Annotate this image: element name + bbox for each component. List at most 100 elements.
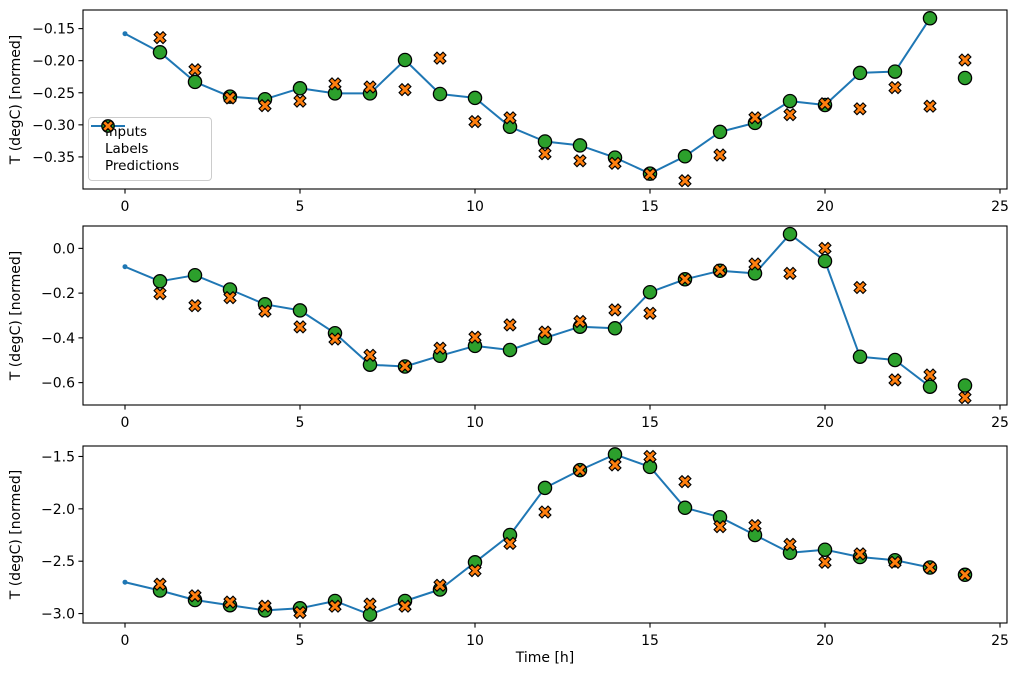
x-marker	[188, 589, 202, 603]
x-marker	[223, 290, 237, 305]
x-marker	[293, 320, 307, 334]
svg-text:15: 15	[641, 199, 659, 215]
predictions-series	[153, 241, 972, 405]
x-marker	[608, 156, 622, 171]
svg-text:0: 0	[121, 633, 130, 649]
x-marker	[888, 80, 902, 95]
svg-text:5: 5	[296, 415, 305, 431]
x-marker	[153, 577, 167, 591]
label-marker	[642, 459, 658, 475]
label-marker	[957, 378, 973, 393]
x-marker	[678, 474, 692, 489]
x-marker	[433, 341, 447, 355]
label-marker	[817, 542, 833, 557]
svg-text:−1.5: −1.5	[41, 449, 75, 465]
label-marker	[362, 607, 378, 622]
x-marker	[783, 107, 797, 122]
x-marker	[398, 359, 412, 374]
x-marker	[853, 547, 867, 561]
x-marker	[643, 306, 657, 321]
x-axis-label: Time [h]	[515, 650, 575, 666]
x-marker	[608, 303, 622, 317]
x-marker	[538, 505, 552, 519]
label-marker	[187, 267, 203, 283]
x-marker	[258, 304, 272, 318]
label-marker	[502, 342, 518, 358]
legend-item-labels: Labels	[97, 119, 203, 157]
x-marker	[923, 99, 937, 113]
svg-text:15: 15	[641, 633, 659, 649]
svg-text:5: 5	[296, 199, 305, 215]
x-marker	[818, 555, 832, 570]
svg-text:15: 15	[641, 415, 659, 431]
svg-text:0: 0	[121, 199, 130, 215]
label-marker	[397, 52, 413, 68]
x-marker	[223, 595, 237, 609]
x-marker	[678, 173, 692, 188]
svg-text:20: 20	[816, 199, 834, 215]
svg-text:5: 5	[296, 633, 305, 649]
x-marker	[713, 519, 727, 534]
label-marker	[537, 480, 553, 496]
label-marker	[852, 65, 868, 81]
x-marker	[888, 373, 902, 387]
label-marker	[187, 74, 203, 90]
svg-text:20: 20	[816, 415, 834, 431]
y-axis-label: T (degC) [normed]	[8, 251, 24, 382]
svg-text:25: 25	[991, 633, 1009, 649]
x-marker	[783, 266, 797, 281]
svg-text:−3.0: −3.0	[41, 607, 75, 623]
svg-text:−0.20: −0.20	[32, 54, 75, 70]
x-marker	[258, 98, 272, 113]
x-marker	[608, 458, 622, 472]
x-marker	[643, 449, 657, 464]
label-marker	[817, 253, 833, 269]
x-marker	[153, 286, 167, 301]
y-axis-label: T (degC) [normed]	[8, 35, 24, 166]
label-marker	[677, 149, 693, 164]
y-axis-label: T (degC) [normed]	[8, 470, 24, 601]
svg-text:10: 10	[466, 199, 484, 215]
x-marker	[503, 318, 517, 332]
x-marker	[748, 111, 762, 125]
x-marker	[853, 280, 867, 295]
svg-text:−0.4: −0.4	[41, 331, 75, 347]
x-marker	[101, 119, 115, 133]
svg-text:−2.0: −2.0	[41, 502, 75, 518]
x-marker	[818, 241, 832, 256]
label-marker	[852, 349, 868, 364]
legend-item-predictions: Predictions	[97, 119, 203, 175]
label-marker	[152, 274, 168, 289]
svg-text:−0.30: −0.30	[32, 118, 75, 134]
subplot-bottom: 0 5 10 15 20 25 −1.5 −2.0 −2.5 −3.0 T (degC) [norm…	[8, 445, 1009, 666]
axes-frame	[82, 9, 1008, 190]
label-marker	[887, 64, 903, 79]
label-marker	[677, 500, 693, 516]
axes-frame	[82, 225, 1008, 406]
label-marker	[467, 90, 483, 106]
label-marker	[712, 124, 728, 140]
x-marker	[293, 94, 307, 108]
x-marker	[468, 114, 482, 129]
x-marker	[188, 62, 202, 77]
subplot-top: 0 5 10 15 20 25 −0.15 −0.20 −0.25 −0.30 −0.35 T (de…	[8, 9, 1009, 215]
x-marker	[433, 51, 447, 65]
x-marker	[713, 263, 727, 278]
x-marker	[643, 167, 657, 181]
predictions-series	[153, 30, 972, 188]
label-marker	[922, 379, 938, 394]
axes-background	[83, 226, 1007, 405]
x-marker	[958, 390, 972, 405]
label-marker	[957, 70, 973, 86]
svg-text:20: 20	[816, 633, 834, 649]
x-marker	[503, 111, 517, 125]
label-marker	[887, 352, 903, 368]
input-dot	[122, 31, 128, 37]
x-marker	[293, 605, 307, 620]
x-marker	[958, 568, 972, 582]
x-marker	[223, 91, 237, 105]
svg-text:−0.2: −0.2	[41, 286, 75, 302]
x-marker	[853, 102, 867, 116]
x-marker	[573, 154, 587, 168]
